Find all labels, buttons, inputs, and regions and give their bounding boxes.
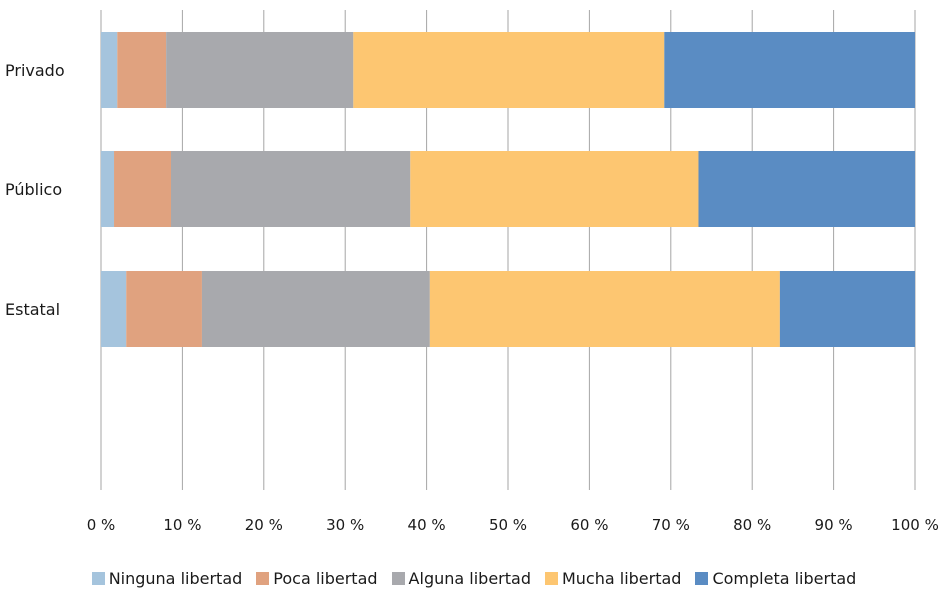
x-tick-label: 60 % — [570, 516, 608, 534]
legend-item: Completa libertad — [695, 569, 856, 588]
legend-swatch — [91, 571, 105, 585]
legend-swatch — [695, 571, 709, 585]
legend-item: Alguna libertad — [391, 568, 531, 588]
legend-label: Completa libertad — [712, 568, 857, 588]
legend-swatch — [544, 571, 558, 585]
x-axis-tick-labels: 0 % 10 % 20 % 30 % 40 % 50 % 60 % 70 % 80 % 90 % 1… — [87, 516, 939, 534]
bars — [101, 32, 915, 347]
legend-label: Ninguna libertad — [108, 568, 243, 588]
bar-segment — [410, 151, 699, 227]
bar-segment — [126, 271, 202, 347]
x-tick-label: 0 % — [87, 516, 116, 534]
x-tick-label: 10 % — [163, 516, 201, 534]
bar-segment — [698, 151, 915, 227]
category-label: Público — [5, 180, 62, 199]
legend: Ninguna libertad Poca libertad Alguna libe… — [0, 566, 948, 590]
x-tick-label: 70 % — [652, 516, 690, 534]
stacked-bar-chart: Privado Público Estatal 0 % 10 % 20 % 30 % 40 … — [5, 10, 939, 534]
bar-segment — [117, 32, 167, 108]
bar-segment — [664, 32, 915, 108]
bar-segment — [353, 32, 665, 108]
bar-segment — [166, 32, 354, 108]
legend-label: Mucha libertad — [561, 568, 682, 588]
bar-segment — [101, 271, 127, 347]
legend-item: Mucha libertad — [544, 568, 682, 588]
x-tick-label: 20 % — [245, 516, 283, 534]
legend-label: Poca libertad — [273, 568, 378, 588]
legend-swatch — [256, 571, 270, 585]
category-label: Estatal — [5, 300, 60, 319]
bar-segment — [114, 151, 172, 227]
legend-item: Poca libertad — [256, 568, 378, 588]
bar-segment — [171, 151, 411, 227]
category-labels: Privado Público Estatal — [5, 61, 65, 319]
bar-segment — [101, 151, 115, 227]
x-tick-label: 80 % — [733, 516, 771, 534]
x-tick-label: 50 % — [489, 516, 527, 534]
legend-item: Ninguna libertad — [91, 568, 243, 588]
bar-segment — [101, 32, 118, 108]
x-tick-label: 100 % — [891, 516, 939, 534]
x-tick-label: 30 % — [326, 516, 364, 534]
legend-swatch — [391, 571, 405, 585]
x-tick-label: 40 % — [408, 516, 446, 534]
legend-label: Alguna libertad — [408, 568, 531, 588]
category-label: Privado — [5, 61, 65, 80]
bar-segment — [429, 271, 780, 347]
bar-segment — [201, 271, 430, 347]
x-tick-label: 90 % — [815, 516, 853, 534]
bar-segment — [779, 271, 915, 347]
